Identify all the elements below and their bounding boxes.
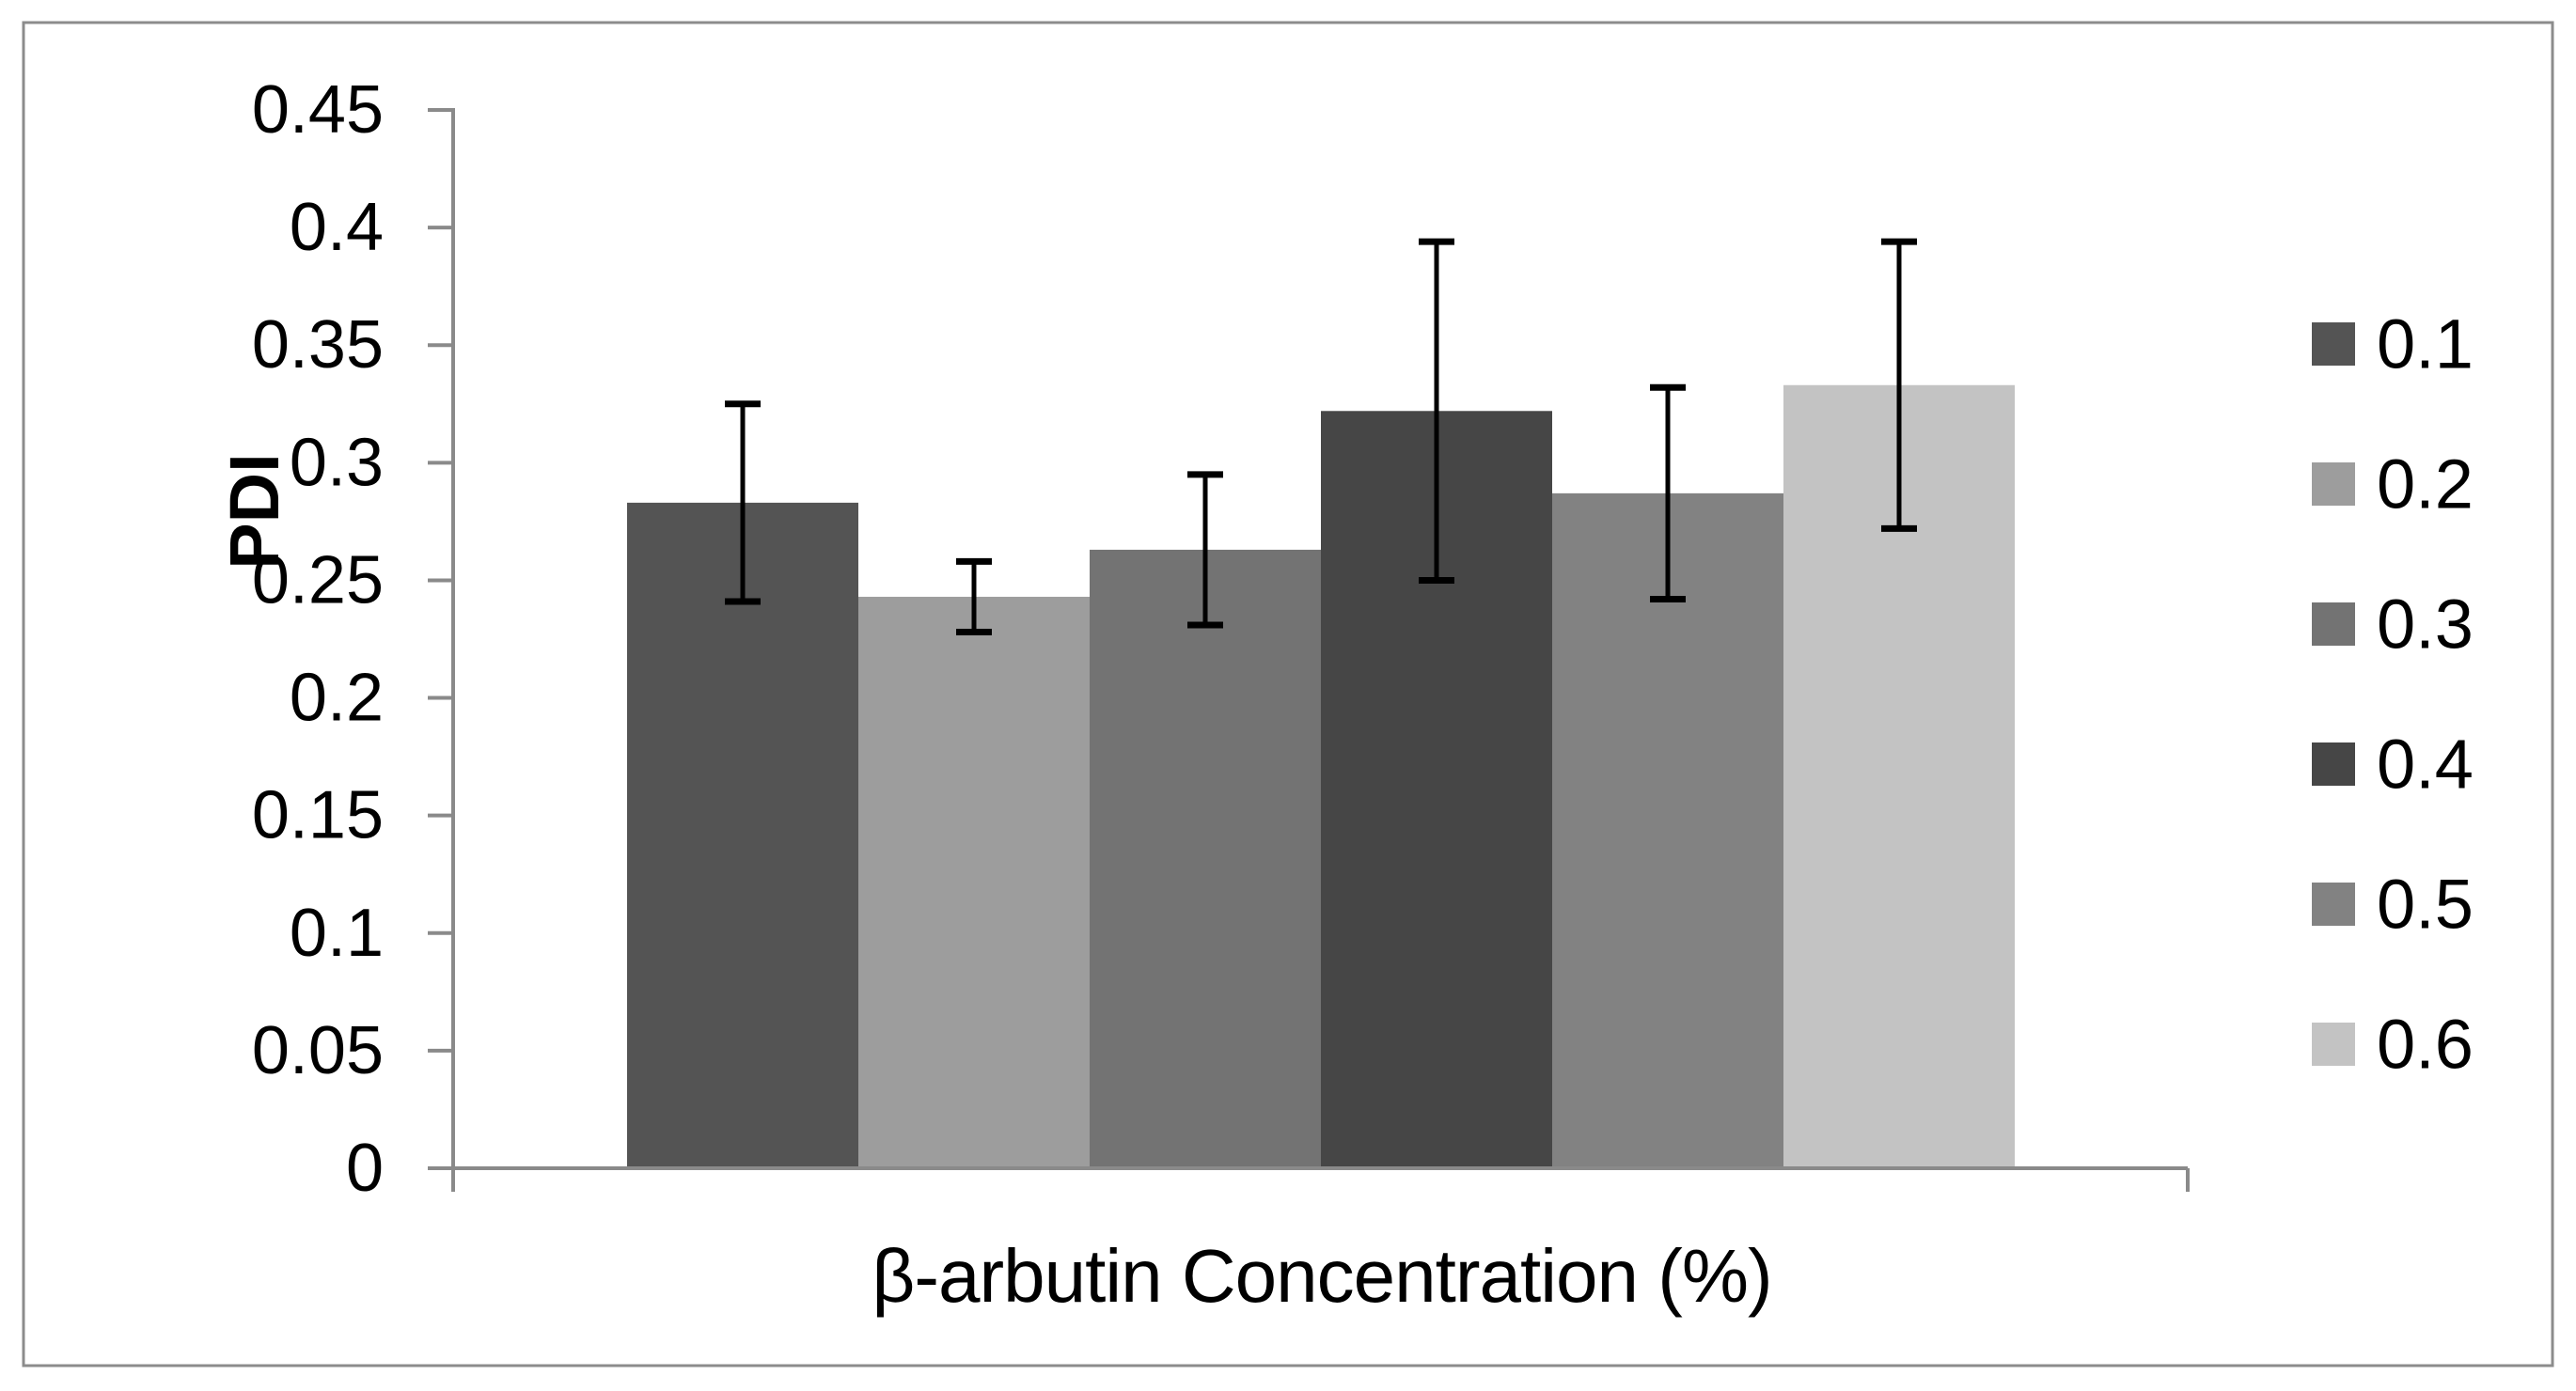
legend-label-0.1: 0.1 — [2377, 305, 2474, 383]
legend-swatch-0.5 — [2312, 883, 2355, 926]
legend-swatch-0.3 — [2312, 602, 2355, 646]
bar-0.1 — [627, 502, 858, 1168]
y-tick-label: 0.35 — [252, 307, 384, 383]
y-tick-label: 0.1 — [290, 896, 384, 971]
y-axis-title: PDI — [215, 453, 293, 570]
y-tick-label: 0 — [346, 1131, 384, 1206]
y-tick-label: 0.15 — [252, 778, 384, 853]
bar-0.5 — [1552, 492, 1783, 1168]
legend-swatch-0.1 — [2312, 322, 2355, 366]
legend-swatch-0.2 — [2312, 462, 2355, 506]
bar-0.3 — [1090, 549, 1321, 1168]
bar-0.2 — [858, 596, 1090, 1168]
y-tick-label: 0.05 — [252, 1013, 384, 1088]
legend-label-0.5: 0.5 — [2377, 866, 2474, 944]
y-tick-label: 0.4 — [290, 190, 384, 265]
legend-swatch-0.6 — [2312, 1023, 2355, 1066]
y-tick-label: 0.45 — [252, 72, 384, 148]
legend-label-0.6: 0.6 — [2377, 1006, 2474, 1084]
y-tick-label: 0.3 — [290, 425, 384, 500]
y-tick-label: 0.2 — [290, 661, 384, 736]
legend-label-0.2: 0.2 — [2377, 445, 2474, 524]
x-axis-title: β-arbutin Concentration (%) — [872, 1234, 1772, 1318]
legend-swatch-0.4 — [2312, 742, 2355, 786]
y-tick-label: 0.25 — [252, 542, 384, 617]
legend-label-0.3: 0.3 — [2377, 586, 2474, 664]
legend-label-0.4: 0.4 — [2377, 726, 2474, 804]
